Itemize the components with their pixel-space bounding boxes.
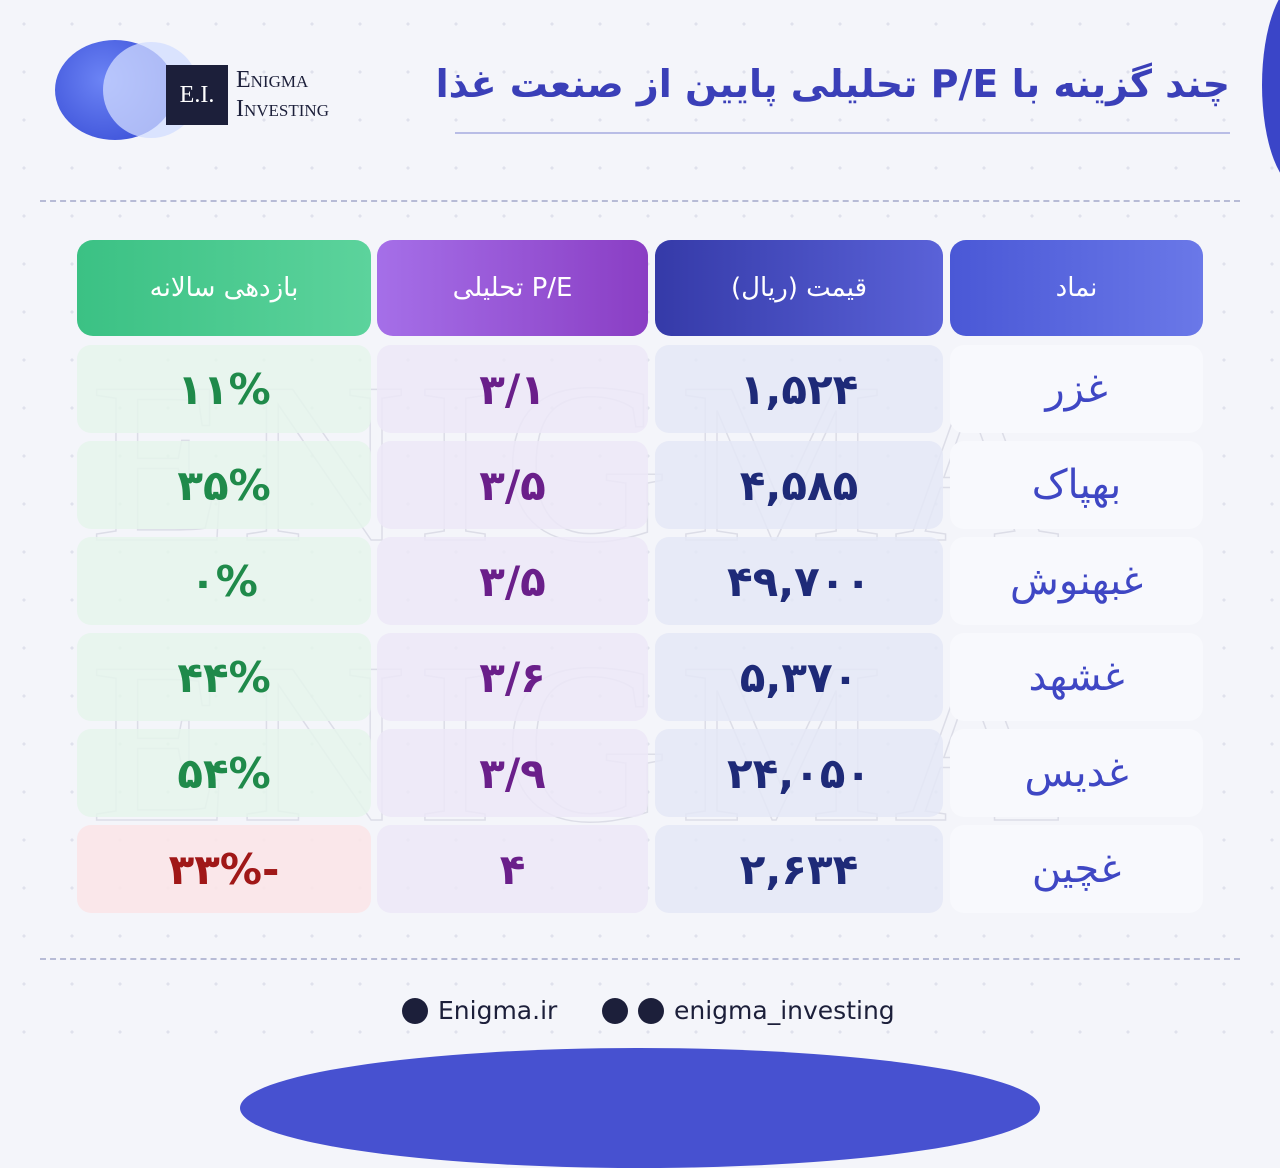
table-cell: ۳۵% xyxy=(77,441,371,529)
globe-icon xyxy=(402,997,428,1024)
table-cell: ۲,۶۳۴ xyxy=(655,825,943,913)
table-cell: ۲۴,۰۵۰ xyxy=(655,729,943,817)
table-cell: ۳/۱ xyxy=(377,345,648,433)
table-cell: ۴۴% xyxy=(77,633,371,721)
logo-line: Enigma xyxy=(236,67,309,93)
telegram-icon xyxy=(638,997,664,1024)
table-cell: ۵۴% xyxy=(77,729,371,817)
logo-mark: E.I. xyxy=(166,65,228,125)
table-cell: ۳/۵ xyxy=(377,441,648,529)
table-cell: بهپاک xyxy=(950,441,1203,529)
title-underline xyxy=(455,132,1230,134)
footer-website: Enigma.ir xyxy=(402,996,557,1025)
table-cell: ۴۹,۷۰۰ xyxy=(655,537,943,625)
divider xyxy=(40,958,1240,960)
table-cell: ۳/۶ xyxy=(377,633,648,721)
table-cell: ۵,۳۷۰ xyxy=(655,633,943,721)
table-cell: غچین xyxy=(950,825,1203,913)
logo-text: Enigma Investing xyxy=(236,66,329,124)
table-cell: ۳/۹ xyxy=(377,729,648,817)
table-cell: غزر xyxy=(950,345,1203,433)
table-cell: ۳/۵ xyxy=(377,537,648,625)
decor-curve xyxy=(240,1048,1040,1168)
table-cell: ۴,۵۸۵ xyxy=(655,441,943,529)
table-cell: غدیس xyxy=(950,729,1203,817)
column-header: بازدهی سالانه xyxy=(77,240,371,336)
footer-social: enigma_investing xyxy=(602,996,895,1025)
column-header: قیمت (ریال) xyxy=(655,240,943,336)
table-cell: -۳۳% xyxy=(77,825,371,913)
table-cell: ۱,۵۲۴ xyxy=(655,345,943,433)
website: Enigma.ir xyxy=(438,996,558,1025)
instagram-icon xyxy=(602,997,628,1024)
table-cell: ۰% xyxy=(77,537,371,625)
table-cell: ۴ xyxy=(377,825,648,913)
column-header: نماد xyxy=(950,240,1203,336)
divider xyxy=(40,200,1240,202)
table-cell: ۱۱% xyxy=(77,345,371,433)
social: enigma_investing xyxy=(674,996,895,1025)
title: چند گزینه با P/E تحلیلی پایین از صنعت غذ… xyxy=(435,62,1230,106)
table-cell: غبهنوش xyxy=(950,537,1203,625)
logo-line: Investing xyxy=(236,96,329,122)
column-header: P/E تحلیلی xyxy=(377,240,648,336)
table-cell: غشهد xyxy=(950,633,1203,721)
